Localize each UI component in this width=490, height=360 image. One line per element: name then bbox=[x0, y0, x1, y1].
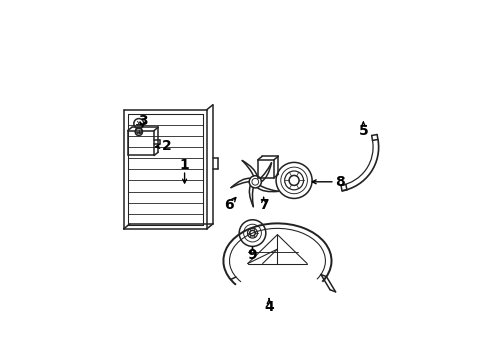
Text: 9: 9 bbox=[248, 248, 257, 262]
Text: 5: 5 bbox=[359, 123, 368, 138]
Text: 4: 4 bbox=[264, 300, 274, 314]
Text: 8: 8 bbox=[335, 175, 344, 189]
Text: 7: 7 bbox=[259, 198, 269, 212]
Text: 2: 2 bbox=[162, 139, 172, 153]
Text: 3: 3 bbox=[138, 114, 147, 128]
Text: 6: 6 bbox=[224, 198, 234, 212]
Text: 1: 1 bbox=[180, 158, 190, 172]
